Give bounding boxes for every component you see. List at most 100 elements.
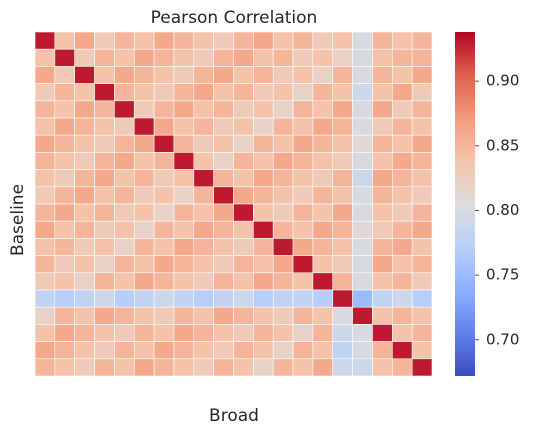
heatmap-cell [233,83,254,102]
heatmap-cell [292,272,314,291]
heatmap-cell [233,152,254,170]
heatmap-cell [193,48,214,67]
heatmap-cell [173,272,195,291]
heatmap-cell [312,186,334,205]
heatmap-cell [253,152,274,170]
heatmap-cell [233,169,254,188]
heatmap-cell [391,324,413,342]
heatmap-cell [391,289,413,308]
heatmap-cell [312,272,334,291]
heatmap-cell [253,358,274,377]
heatmap-cell [114,341,135,360]
heatmap-cell [34,306,56,325]
heatmap-cell [272,100,294,119]
heatmap-cell [34,169,56,188]
heatmap-cell [193,255,214,274]
heatmap-cell [372,31,393,50]
heatmap-cell [391,152,413,170]
heatmap-cell [94,100,115,119]
heatmap-cell [193,152,214,170]
heatmap-cell [253,203,274,222]
heatmap-cell [272,358,294,377]
heatmap-cell [133,100,155,119]
heatmap-cell [352,66,373,84]
heatmap-cell [94,48,115,67]
heatmap-cell [153,289,175,308]
heatmap-cell [94,83,115,102]
heatmap-cell [153,186,175,205]
heatmap-cell [54,324,75,342]
heatmap-cell [272,152,294,170]
heatmap-cell [94,341,115,360]
heatmap-cell [173,31,195,50]
heatmap-cell [372,48,393,67]
heatmap-cell [153,66,175,84]
heatmap-cell [391,255,413,274]
heatmap-cell [312,203,334,222]
heatmap-cell [34,31,56,50]
heatmap-cell [153,48,175,67]
heatmap-cell [411,255,433,274]
heatmap-cell [411,100,433,119]
heatmap-cell [372,238,393,256]
heatmap-cell [391,220,413,239]
heatmap-cell [332,341,353,360]
heatmap-cell [213,358,234,377]
heatmap-cell [253,272,274,291]
heatmap-cell [133,186,155,205]
heatmap-cell [213,324,234,342]
heatmap-cell [193,117,214,136]
heatmap-cell [391,272,413,291]
heatmap-cell [74,341,95,360]
heatmap-cell [34,341,56,360]
heatmap-cell [74,100,95,119]
heatmap-cell [312,220,334,239]
heatmap-cell [352,48,373,67]
heatmap-cell [411,48,433,67]
heatmap-cell [153,152,175,170]
heatmap-cell [34,117,56,136]
heatmap-cell [193,186,214,205]
heatmap-cell [312,117,334,136]
heatmap-cell [173,134,195,153]
heatmap-cell [213,203,234,222]
heatmap-cell [114,255,135,274]
heatmap-cell [233,272,254,291]
heatmap-cell [173,358,195,377]
heatmap-cell [312,289,334,308]
heatmap-cell [411,238,433,256]
heatmap-cell [233,203,254,222]
heatmap-cell [411,134,433,153]
heatmap-cell [352,255,373,274]
heatmap-cell [34,152,56,170]
heatmap-cell [372,341,393,360]
colorbar-tick-label: 0.85 [486,136,519,154]
heatmap-cell [411,220,433,239]
heatmap-cell [233,100,254,119]
heatmap-cell [74,324,95,342]
heatmap-cell [54,255,75,274]
heatmap-cell [292,169,314,188]
heatmap-cell [372,306,393,325]
heatmap-cell [292,238,314,256]
heatmap-cell [114,358,135,377]
heatmap-cell [253,289,274,308]
heatmap-cell [193,66,214,84]
heatmap-cell [173,100,195,119]
heatmap-cell [332,186,353,205]
heatmap-cell [94,152,115,170]
heatmap-cell [74,169,95,188]
heatmap-cell [332,83,353,102]
heatmap-cell [391,186,413,205]
heatmap-cell [272,203,294,222]
heatmap-cell [153,306,175,325]
heatmap-cell [94,134,115,153]
heatmap-cell [332,134,353,153]
heatmap-cell [272,66,294,84]
heatmap-cell [391,83,413,102]
heatmap-cell [411,152,433,170]
heatmap-cell [213,306,234,325]
heatmap-cell [272,31,294,50]
heatmap-cell [332,324,353,342]
heatmap-cell [213,31,234,50]
